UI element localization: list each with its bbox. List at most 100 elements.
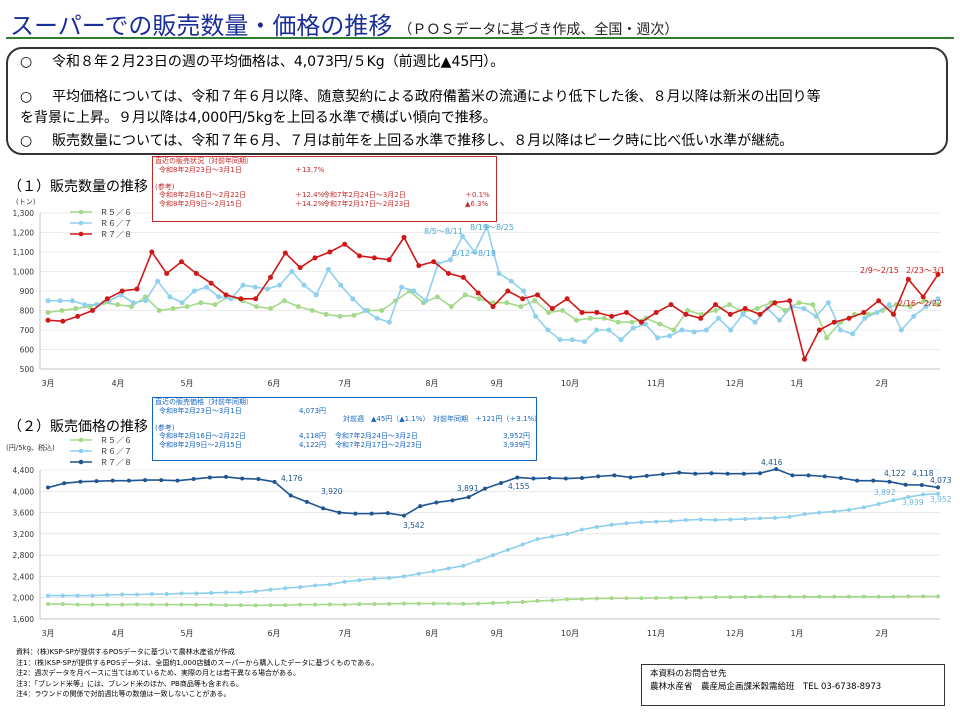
data-point	[862, 315, 868, 321]
series-line-2	[48, 224, 939, 343]
data-point	[505, 600, 510, 605]
data-point	[105, 593, 110, 598]
box-value: ＋14.2%	[295, 199, 325, 208]
data-point	[191, 288, 197, 294]
data-point	[935, 296, 941, 302]
data-point	[831, 319, 837, 325]
x-tick-label: 5月	[180, 629, 193, 638]
data-point	[357, 253, 362, 259]
data-point	[277, 282, 283, 288]
data-point	[557, 337, 563, 343]
legend-label: Ｒ６／７	[100, 219, 132, 228]
box-value: 4,073円	[299, 406, 327, 415]
legend-marker	[78, 209, 84, 215]
data-point	[741, 471, 746, 476]
data-point	[624, 596, 629, 601]
data-point	[223, 292, 229, 298]
data-point	[357, 578, 362, 583]
data-point	[338, 282, 344, 288]
data-point	[386, 257, 392, 263]
point-annotation: 8/5～8/11	[424, 227, 463, 236]
data-point	[446, 601, 451, 606]
data-point	[289, 269, 295, 274]
data-point	[369, 511, 374, 516]
y-tick-label: 2,800	[13, 551, 35, 560]
data-point	[216, 294, 222, 300]
data-point	[832, 509, 837, 514]
data-point	[594, 327, 600, 333]
data-point	[179, 591, 184, 596]
section-price-title: （２）販売価格の推移	[8, 419, 148, 435]
legend-marker	[78, 231, 84, 237]
data-point	[876, 594, 881, 599]
data-point	[312, 255, 318, 261]
bullet-text: 販売数量については、令和７年６月、７月は前年を上回る水準で推移し、８月以降はピー…	[52, 133, 794, 149]
y-tick-label: 4,000	[13, 487, 35, 496]
x-tick-label: 7月	[338, 379, 351, 388]
data-point	[476, 601, 481, 606]
data-point	[802, 356, 807, 362]
data-point	[683, 595, 688, 600]
data-point	[683, 311, 689, 317]
data-point	[935, 302, 941, 308]
data-point	[817, 594, 822, 599]
data-point	[565, 597, 570, 602]
y-tick-label: 1,100	[13, 248, 35, 257]
data-point	[772, 594, 777, 599]
contact-detail: 農林水産省 農産局企画課米穀需給班 TEL 03-6738-8973	[650, 682, 882, 692]
data-point	[94, 479, 99, 484]
contact-box: 本資料のお問合せ先 農林水産省 農産局企画課米穀需給班 TEL 03-6738-…	[641, 664, 945, 706]
data-point	[301, 282, 307, 288]
data-point	[297, 265, 303, 271]
data-point	[179, 259, 184, 265]
data-point	[838, 475, 843, 480]
data-point	[90, 602, 95, 607]
data-point	[476, 296, 482, 302]
data-point	[683, 518, 688, 523]
point-annotation: 2/9～2/15	[860, 266, 899, 275]
data-point	[164, 591, 169, 596]
data-point	[240, 282, 246, 288]
data-point	[743, 516, 748, 521]
data-point	[728, 327, 734, 333]
box-label: 令和8年2月16日～2月22日	[159, 191, 247, 199]
y-tick-label: 500	[20, 365, 35, 374]
data-point	[272, 479, 277, 484]
data-point	[596, 474, 601, 479]
box-compare-value: ＋0.1%	[465, 191, 490, 199]
data-point	[362, 308, 368, 313]
bullet-marker: ○	[20, 54, 33, 70]
data-point	[238, 603, 243, 608]
data-point	[135, 592, 139, 597]
data-point	[698, 595, 703, 600]
data-point	[460, 274, 466, 280]
data-point	[520, 542, 525, 547]
data-point	[563, 476, 568, 481]
data-point	[549, 306, 555, 312]
data-point	[504, 300, 510, 306]
data-point	[399, 284, 405, 290]
data-point	[238, 590, 243, 595]
title-divider	[6, 37, 954, 39]
data-point	[295, 304, 301, 310]
data-point	[758, 516, 762, 521]
data-point	[283, 586, 288, 591]
data-point	[726, 302, 732, 308]
data-point	[401, 234, 407, 240]
data-point	[191, 477, 196, 482]
point-annotation: 8/12～8/18	[452, 249, 496, 258]
data-point	[164, 270, 170, 276]
data-point	[669, 595, 673, 600]
data-point	[580, 527, 584, 532]
data-point	[264, 286, 270, 292]
point-annotation: 4,155	[508, 482, 530, 491]
data-point	[550, 534, 555, 539]
y-tick-label: 2,000	[13, 594, 35, 603]
data-point	[772, 515, 777, 520]
x-tick-label: 1月	[790, 379, 803, 388]
data-point	[496, 270, 502, 276]
box-compare-label: 令和7年2月24日～3月2日	[335, 432, 418, 440]
data-point	[212, 302, 218, 308]
legend-label: Ｒ７／８	[100, 230, 132, 239]
data-point	[323, 311, 329, 317]
